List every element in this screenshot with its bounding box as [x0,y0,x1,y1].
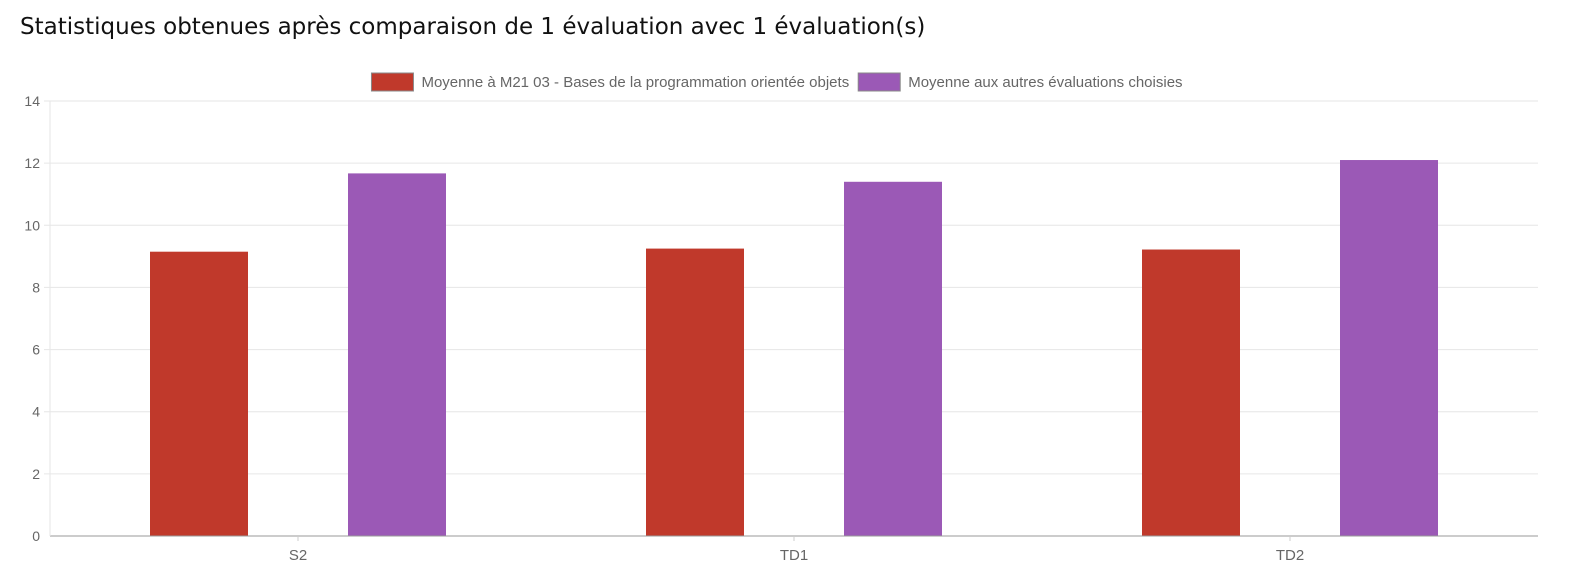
chart-axes [49,101,1538,537]
y-axis: 0 2 4 6 8 10 12 14 [24,93,40,544]
page-title: Statistiques obtenues après comparaison … [20,14,926,40]
x-axis: S2 TD1 TD2 [289,536,1304,564]
bar-series-2-s2[interactable] [348,173,446,536]
legend-label: Moyenne à M21 03 - Bases de la programma… [421,74,849,91]
y-tick-label: 4 [32,404,40,420]
y-tick-label: 12 [24,155,40,171]
chart-gridlines [44,100,1538,475]
legend-swatch [857,72,901,92]
y-tick-label: 2 [32,466,40,482]
legend-item-1[interactable]: Moyenne à M21 03 - Bases de la programma… [370,72,849,92]
chart-bars [150,160,1438,537]
legend-item-2[interactable]: Moyenne aux autres évaluations choisies [857,72,1183,92]
y-tick-label: 14 [24,93,40,109]
x-category-label: S2 [289,547,307,564]
bar-series-2-td1[interactable] [844,181,942,537]
y-tick-label: 6 [32,342,40,358]
y-tick-label: 10 [24,217,40,233]
legend-swatch [370,72,414,92]
y-tick-label: 0 [32,528,40,544]
chart-legend: Moyenne à M21 03 - Bases de la programma… [370,72,1183,92]
y-tick-label: 8 [32,279,40,295]
bar-series-2-td2[interactable] [1340,160,1438,537]
bar-series-1-s2[interactable] [150,251,248,537]
x-category-label: TD1 [780,547,808,564]
x-category-label: TD2 [1276,547,1304,564]
bar-series-1-td2[interactable] [1142,249,1240,536]
legend-label: Moyenne aux autres évaluations choisies [908,74,1182,91]
bar-series-1-td1[interactable] [646,248,744,536]
